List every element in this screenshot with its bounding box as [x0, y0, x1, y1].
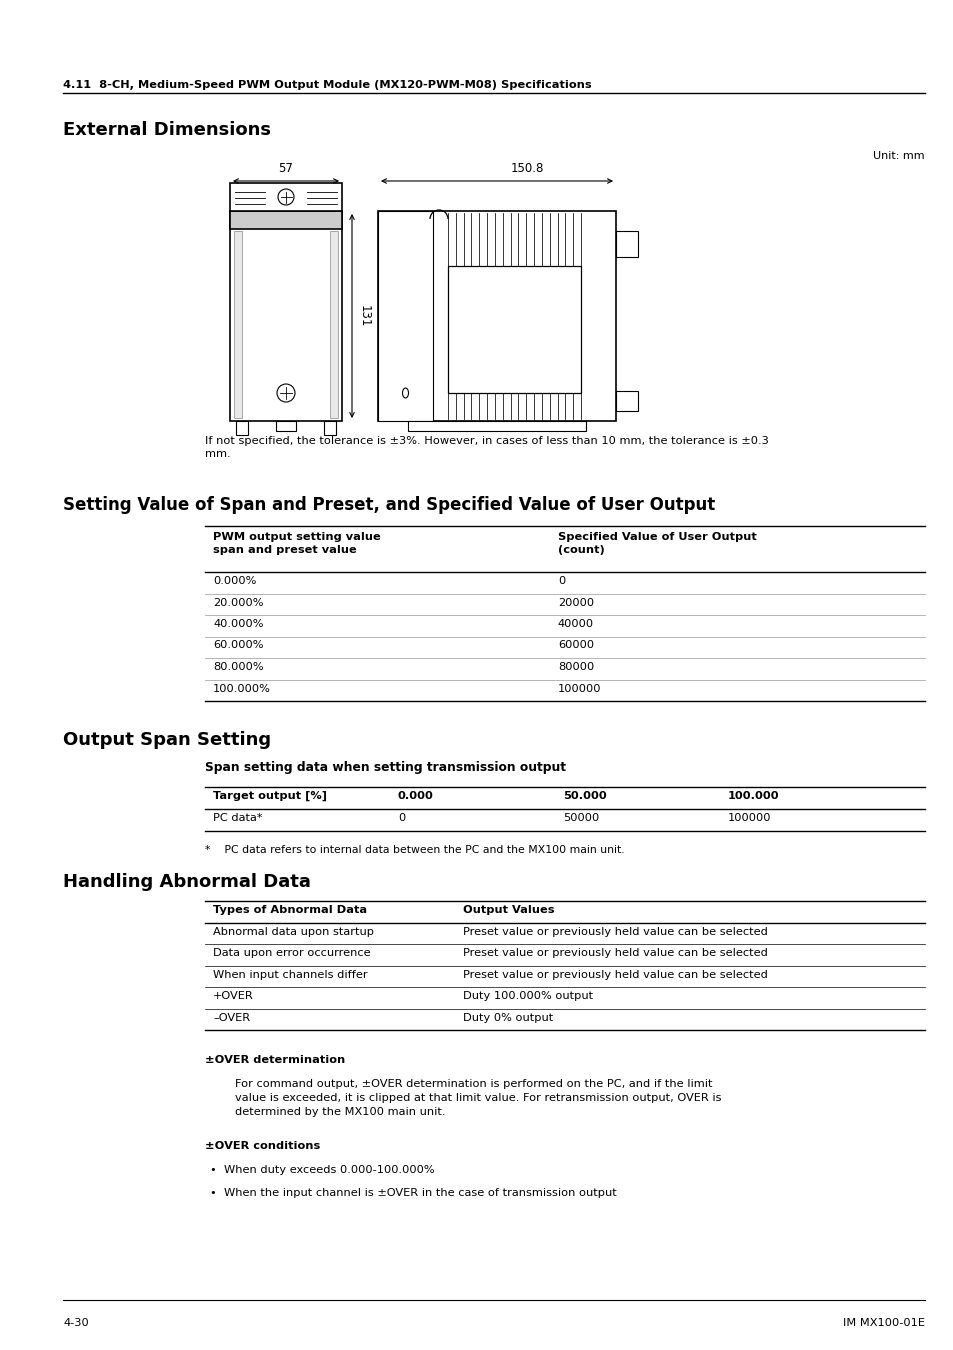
Bar — [230, 184, 341, 211]
Bar — [377, 211, 616, 421]
Text: •  When the input channel is ±OVER in the case of transmission output: • When the input channel is ±OVER in the… — [210, 1188, 616, 1199]
Text: Handling Abnormal Data: Handling Abnormal Data — [63, 873, 311, 891]
Text: Duty 0% output: Duty 0% output — [462, 1012, 553, 1023]
Circle shape — [276, 383, 294, 402]
Text: 20000: 20000 — [558, 598, 594, 608]
Text: Output Values: Output Values — [462, 904, 554, 915]
Bar — [233, 231, 242, 418]
Ellipse shape — [402, 387, 408, 398]
Text: External Dimensions: External Dimensions — [63, 122, 271, 139]
Bar — [330, 231, 337, 418]
Text: 150.8: 150.8 — [510, 162, 543, 176]
Text: Preset value or previously held value can be selected: Preset value or previously held value ca… — [462, 927, 767, 937]
Bar — [408, 421, 585, 431]
Text: 0: 0 — [397, 813, 405, 823]
Text: 20.000%: 20.000% — [213, 598, 263, 608]
Text: 80000: 80000 — [558, 662, 594, 672]
Bar — [448, 266, 580, 393]
Text: 80.000%: 80.000% — [213, 662, 263, 672]
Bar — [616, 231, 638, 256]
Text: 40000: 40000 — [558, 620, 594, 629]
Text: ±OVER determination: ±OVER determination — [205, 1056, 345, 1065]
Text: Preset value or previously held value can be selected: Preset value or previously held value ca… — [462, 949, 767, 958]
Text: 4-30: 4-30 — [63, 1318, 89, 1328]
Text: PC data*: PC data* — [213, 813, 262, 823]
Text: 57: 57 — [278, 162, 294, 176]
Text: 100000: 100000 — [558, 683, 601, 694]
Text: Setting Value of Span and Preset, and Specified Value of User Output: Setting Value of Span and Preset, and Sp… — [63, 495, 715, 514]
Text: ±OVER conditions: ±OVER conditions — [205, 1142, 320, 1152]
Text: Target output [%]: Target output [%] — [213, 791, 327, 802]
Text: 100.000: 100.000 — [727, 791, 779, 801]
Text: 40.000%: 40.000% — [213, 620, 263, 629]
Text: –OVER: –OVER — [213, 1012, 250, 1023]
Text: If not specified, the tolerance is ±3%. However, in cases of less than 10 mm, th: If not specified, the tolerance is ±3%. … — [205, 436, 768, 459]
Text: IM MX100-01E: IM MX100-01E — [842, 1318, 924, 1328]
Text: •  When duty exceeds 0.000-100.000%: • When duty exceeds 0.000-100.000% — [210, 1165, 435, 1176]
Text: 60000: 60000 — [558, 640, 594, 651]
Bar — [324, 421, 335, 435]
Bar — [377, 211, 433, 421]
Text: 0.000: 0.000 — [397, 791, 434, 801]
Text: Preset value or previously held value can be selected: Preset value or previously held value ca… — [462, 971, 767, 980]
Text: Specified Value of User Output
(count): Specified Value of User Output (count) — [558, 532, 756, 555]
Circle shape — [277, 189, 294, 205]
Text: Duty 100.000% output: Duty 100.000% output — [462, 991, 593, 1002]
Text: When input channels differ: When input channels differ — [213, 971, 367, 980]
Text: Span setting data when setting transmission output: Span setting data when setting transmiss… — [205, 761, 565, 774]
Text: +OVER: +OVER — [213, 991, 253, 1002]
Bar — [230, 211, 341, 230]
Bar — [230, 211, 341, 421]
Text: 50000: 50000 — [562, 813, 598, 823]
Text: 100.000%: 100.000% — [213, 683, 271, 694]
Bar — [235, 421, 248, 435]
Text: Output Span Setting: Output Span Setting — [63, 730, 271, 749]
Text: Types of Abnormal Data: Types of Abnormal Data — [213, 904, 367, 915]
Text: 131: 131 — [357, 305, 371, 327]
Text: *    PC data refers to internal data between the PC and the MX100 main unit.: * PC data refers to internal data betwee… — [205, 845, 624, 855]
Text: 50.000: 50.000 — [562, 791, 606, 801]
Text: 0.000%: 0.000% — [213, 576, 256, 586]
Bar — [616, 392, 638, 410]
Text: 4.11  8-CH, Medium-Speed PWM Output Module (MX120-PWM-M08) Specifications: 4.11 8-CH, Medium-Speed PWM Output Modul… — [63, 80, 591, 90]
Text: For command output, ±OVER determination is performed on the PC, and if the limit: For command output, ±OVER determination … — [234, 1080, 720, 1118]
Text: Unit: mm: Unit: mm — [872, 151, 924, 161]
Text: Abnormal data upon startup: Abnormal data upon startup — [213, 927, 374, 937]
Text: 60.000%: 60.000% — [213, 640, 263, 651]
Text: PWM output setting value
span and preset value: PWM output setting value span and preset… — [213, 532, 380, 555]
Text: 0: 0 — [558, 576, 565, 586]
Text: Data upon error occurrence: Data upon error occurrence — [213, 949, 370, 958]
Bar — [275, 421, 295, 431]
Text: 100000: 100000 — [727, 813, 771, 823]
